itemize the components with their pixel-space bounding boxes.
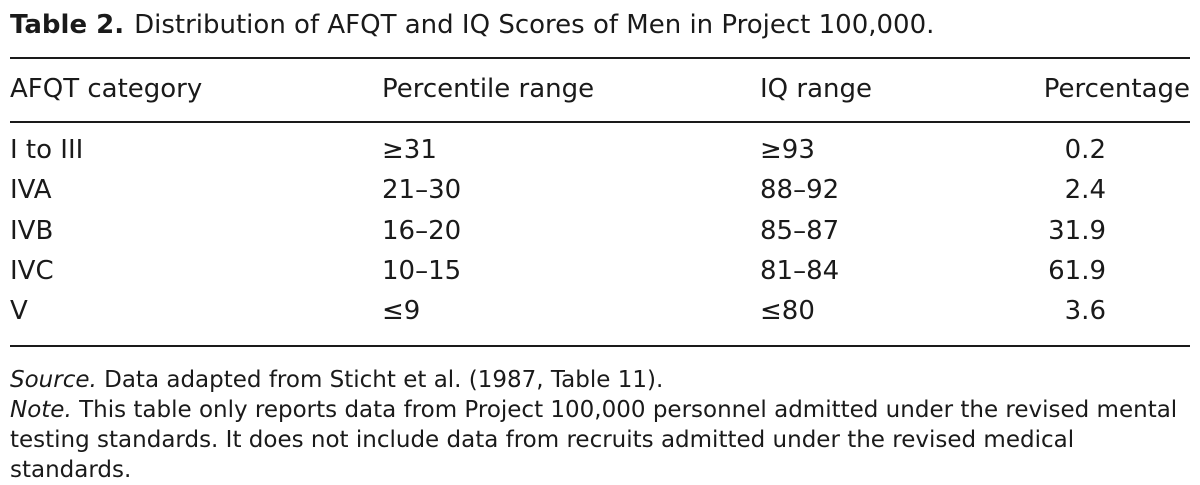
- source-note: Source. Data adapted from Sticht et al. …: [10, 365, 1190, 395]
- cell-percentile-range: 10–15: [382, 256, 462, 286]
- cell-percentile-range: ≥31: [382, 135, 437, 165]
- cell-percentile-range: 16–20: [382, 216, 462, 246]
- source-text: Data adapted from Sticht et al. (1987, T…: [104, 367, 664, 393]
- source-label: Source.: [10, 367, 97, 393]
- cell-iq-range: ≤80: [760, 296, 815, 326]
- table-bottom-rule: [10, 345, 1190, 347]
- general-note: Note. This table only reports data from …: [10, 395, 1190, 485]
- table-row: IVC 10–15 81–84 61.9: [10, 252, 1190, 290]
- cell-percentile-range: 21–30: [382, 175, 462, 205]
- column-header-percentage: Percentage: [1043, 74, 1190, 104]
- cell-afqt-category: V: [10, 296, 28, 326]
- cell-percentage: 2.4: [1064, 175, 1106, 205]
- cell-percentage: 61.9: [1048, 256, 1106, 286]
- cell-afqt-category: IVA: [10, 175, 52, 205]
- cell-iq-range: 85–87: [760, 216, 840, 246]
- table-top-rule: [10, 57, 1190, 59]
- table-row: V ≤9 ≤80 3.6: [10, 292, 1190, 330]
- table-notes: Source. Data adapted from Sticht et al. …: [10, 365, 1190, 485]
- cell-iq-range: 81–84: [760, 256, 840, 286]
- cell-afqt-category: IVB: [10, 216, 54, 246]
- table-caption-title: Distribution of AFQT and IQ Scores of Me…: [134, 10, 935, 40]
- column-header-afqt-category: AFQT category: [10, 74, 203, 104]
- cell-iq-range: 88–92: [760, 175, 840, 205]
- cell-percentage: 31.9: [1048, 216, 1106, 246]
- cell-iq-range: ≥93: [760, 135, 815, 165]
- cell-percentile-range: ≤9: [382, 296, 421, 326]
- cell-afqt-category: IVC: [10, 256, 54, 286]
- table-row: IVB 16–20 85–87 31.9: [10, 212, 1190, 250]
- cell-afqt-category: I to III: [10, 135, 84, 165]
- table-caption-label: Table 2.: [10, 10, 125, 40]
- cell-percentage: 3.6: [1064, 296, 1106, 326]
- column-header-iq-range: IQ range: [760, 74, 872, 104]
- column-header-percentile-range: Percentile range: [382, 74, 595, 104]
- table-caption: Table 2. Distribution of AFQT and IQ Scor…: [10, 8, 934, 42]
- cell-percentage: 0.2: [1064, 135, 1106, 165]
- table-header-rule: [10, 121, 1190, 123]
- table-figure: Table 2. Distribution of AFQT and IQ Scor…: [10, 0, 1190, 483]
- note-label: Note.: [10, 397, 72, 423]
- table-row: IVA 21–30 88–92 2.4: [10, 171, 1190, 209]
- table-row: I to III ≥31 ≥93 0.2: [10, 131, 1190, 169]
- note-text: This table only reports data from Projec…: [10, 397, 1178, 483]
